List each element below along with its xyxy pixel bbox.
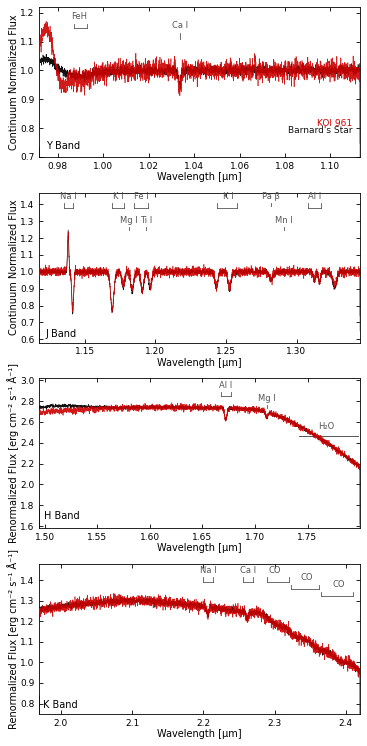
Text: Fe I: Fe I — [134, 192, 149, 201]
Text: Al I: Al I — [219, 380, 232, 389]
X-axis label: Wavelength [μm]: Wavelength [μm] — [157, 729, 242, 739]
Text: CO: CO — [333, 580, 345, 589]
X-axis label: Wavelength [μm]: Wavelength [μm] — [157, 172, 242, 182]
Text: Mg I: Mg I — [258, 394, 275, 403]
Text: Mn I: Mn I — [275, 216, 292, 225]
Text: CO: CO — [268, 566, 281, 575]
Y-axis label: Renormalized Flux [erg cm⁻² s⁻¹ Å⁻¹]: Renormalized Flux [erg cm⁻² s⁻¹ Å⁻¹] — [7, 549, 19, 729]
Text: CO: CO — [300, 573, 313, 583]
Text: H Band: H Band — [44, 511, 79, 521]
Text: K I: K I — [223, 192, 233, 201]
Text: Barnard's Star: Barnard's Star — [287, 126, 352, 135]
Text: K Band: K Band — [43, 700, 78, 709]
Text: K I: K I — [113, 192, 123, 201]
Text: Ca I: Ca I — [172, 21, 189, 30]
Y-axis label: Continuum Normalized Flux: Continuum Normalized Flux — [9, 200, 19, 336]
Y-axis label: Renormalized Flux [erg cm⁻² s⁻¹ Å⁻¹]: Renormalized Flux [erg cm⁻² s⁻¹ Å⁻¹] — [7, 363, 19, 543]
Text: J Band: J Band — [45, 329, 76, 339]
Text: Ca I: Ca I — [240, 566, 256, 575]
Text: H₂O: H₂O — [318, 422, 335, 431]
X-axis label: Wavelength [μm]: Wavelength [μm] — [157, 543, 242, 554]
Text: Na I: Na I — [60, 192, 77, 201]
X-axis label: Wavelength [μm]: Wavelength [μm] — [157, 358, 242, 368]
Text: Y Band: Y Band — [46, 141, 80, 151]
Text: Ti I: Ti I — [140, 216, 152, 225]
Text: KOI 961: KOI 961 — [317, 119, 352, 128]
Text: Pa β: Pa β — [262, 192, 280, 201]
Text: FeH: FeH — [71, 13, 87, 22]
Y-axis label: Continuum Normalized Flux: Continuum Normalized Flux — [9, 14, 19, 150]
Text: Al I: Al I — [308, 192, 321, 201]
Text: Na I: Na I — [200, 566, 217, 575]
Text: Mg I: Mg I — [120, 216, 138, 225]
